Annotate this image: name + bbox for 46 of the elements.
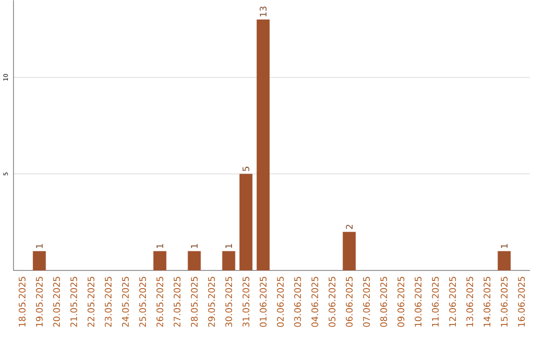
x-tick-label: 23.05.2025	[104, 276, 112, 327]
x-tick-label: 15.06.2025	[500, 276, 508, 326]
data-label: 1	[36, 244, 43, 248]
x-tick-label: 07.06.2025	[363, 276, 370, 327]
x-tick-label: 20.05.2025	[53, 276, 60, 327]
data-label: 1	[225, 244, 232, 248]
bar	[239, 174, 252, 270]
bar	[153, 251, 166, 270]
bar	[342, 232, 356, 270]
data-label: 2	[346, 224, 353, 229]
bar	[498, 251, 511, 270]
x-tick-label: 21.05.2025	[70, 276, 78, 327]
x-tick-label: 30.05.2025	[225, 276, 232, 327]
x-tick-label: 26.05.2025	[156, 276, 164, 327]
bar	[32, 251, 46, 270]
x-tick-label: 05.06.2025	[328, 276, 336, 327]
x-tick-label: 11.06.2025	[432, 276, 439, 326]
x-tick-label: 29.05.2025	[208, 276, 215, 327]
x-tick-label: 01.06.2025	[260, 276, 267, 327]
x-tick-label: 04.06.2025	[311, 276, 318, 327]
data-label: 13	[260, 6, 267, 16]
x-tick-label: 06.06.2025	[346, 276, 353, 327]
x-tick-label: 18.05.2025	[18, 276, 26, 326]
data-label: 1	[156, 244, 164, 248]
x-tick-label: 31.05.2025	[242, 276, 250, 327]
x-tick-label: 12.06.2025	[449, 276, 456, 326]
data-label: 1	[500, 244, 508, 248]
x-tick-label: 02.06.2025	[276, 276, 284, 327]
x-tick-label: 19.05.2025	[36, 276, 43, 326]
x-tick-label: 13.06.2025	[466, 276, 474, 326]
x-tick-label: 09.06.2025	[398, 276, 404, 327]
bar	[188, 251, 201, 270]
x-tick-label: 24.05.2025	[122, 276, 129, 327]
x-tick-label: 03.06.2025	[294, 276, 301, 327]
x-tick-label: 28.05.2025	[190, 276, 198, 327]
x-tick-label: 16.06.2025	[518, 276, 525, 326]
bar	[256, 19, 270, 270]
data-label: 1	[191, 244, 198, 248]
x-tick-label: 14.06.2025	[484, 276, 490, 326]
x-tick-label: 08.06.2025	[380, 276, 388, 327]
bar	[222, 251, 236, 270]
x-tick-label: 25.05.2025	[139, 276, 146, 327]
x-tick-label: 27.05.2025	[174, 276, 180, 327]
data-label: 5	[242, 166, 250, 171]
x-tick-label: 10.06.2025	[414, 276, 422, 326]
x-tick-label: 22.05.2025	[88, 276, 94, 327]
